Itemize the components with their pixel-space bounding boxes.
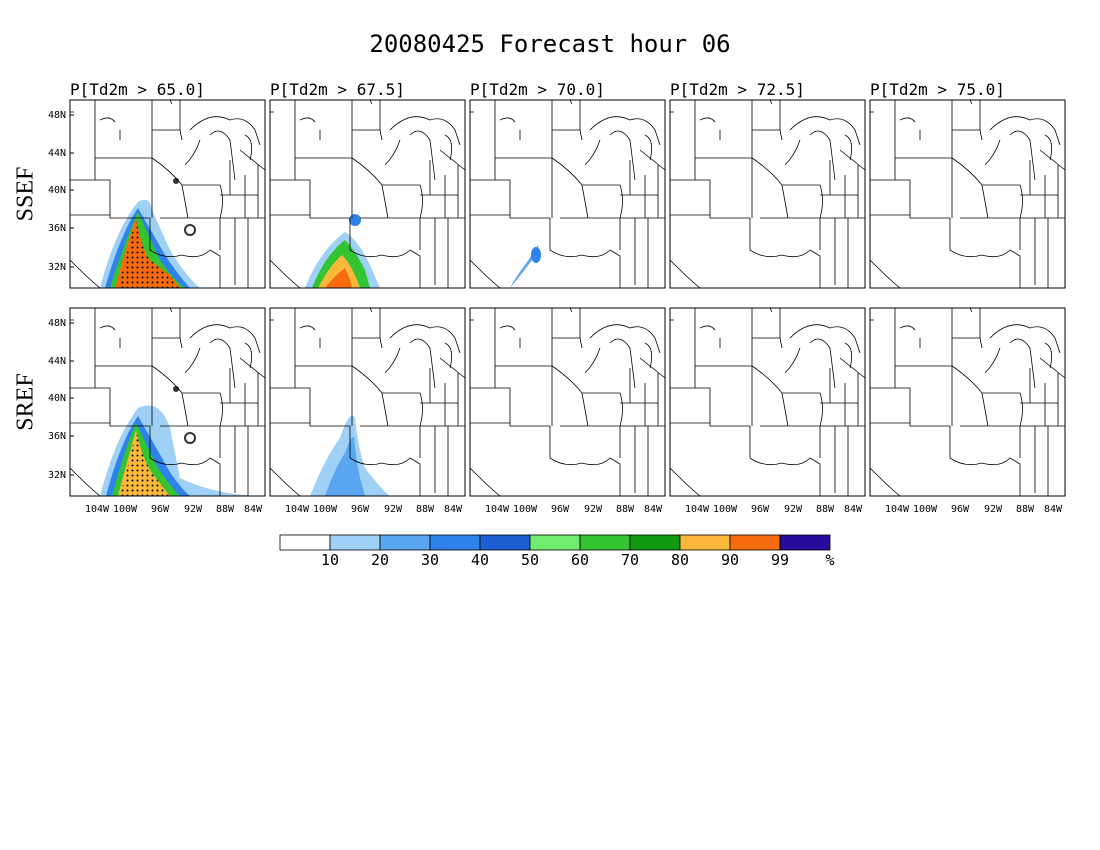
lat-label: 44N	[48, 148, 66, 159]
panel-frame	[269, 307, 466, 497]
map-panel	[270, 308, 465, 496]
colorbar-label: 70	[621, 551, 639, 569]
lon-label: 96W	[551, 504, 570, 515]
colorbar-label: 30	[421, 551, 439, 569]
lon-label: 84W	[244, 504, 263, 515]
lon-label: 100W	[313, 504, 338, 515]
lon-label: 96W	[751, 504, 770, 515]
lon-label: 92W	[184, 504, 203, 515]
lon-label: 88W	[1016, 504, 1035, 515]
lon-label: 96W	[351, 504, 370, 515]
panel-title: P[Td2m > 65.0]	[70, 80, 205, 99]
colorbar-box	[579, 534, 631, 551]
panel-title: P[Td2m > 67.5]	[270, 80, 405, 99]
lon-label: 88W	[816, 504, 835, 515]
colorbar-box	[279, 534, 331, 551]
colorbar-box	[529, 534, 581, 551]
panels	[70, 100, 1065, 496]
lon-label: 84W	[644, 504, 663, 515]
lon-label: 84W	[844, 504, 863, 515]
colorbar-label: 40	[471, 551, 489, 569]
lat-label: 48N	[48, 318, 66, 329]
colorbar-label: 60	[571, 551, 589, 569]
panel-frame	[69, 99, 266, 289]
map-panel	[870, 100, 1065, 288]
colorbar-box	[679, 534, 731, 551]
lon-label: 84W	[444, 504, 463, 515]
map-outlines	[69, 99, 1066, 497]
colorbar-label: 99	[771, 551, 789, 569]
panel-frame	[669, 99, 866, 289]
colorbar-label: 20	[371, 551, 389, 569]
lon-label: 92W	[984, 504, 1003, 515]
colorbar-label: 80	[671, 551, 689, 569]
colorbar-box	[729, 534, 781, 551]
lon-label: 100W	[713, 504, 738, 515]
lon-label: 88W	[616, 504, 635, 515]
lon-label: 104W	[85, 504, 110, 515]
lon-label: 92W	[784, 504, 803, 515]
panel-frame	[269, 99, 466, 289]
panel-frame	[669, 307, 866, 497]
colorbar-unit: %	[825, 551, 834, 569]
lon-label: 96W	[151, 504, 170, 515]
map-panel	[470, 100, 665, 288]
colorbar-box	[779, 534, 831, 551]
lon-label: 92W	[584, 504, 603, 515]
lat-label: 32N	[48, 470, 66, 481]
row-label: SREF	[13, 373, 39, 430]
lon-label: 88W	[416, 504, 435, 515]
lon-label: 104W	[485, 504, 510, 515]
panel-frame	[869, 99, 1066, 289]
map-panel	[270, 100, 465, 288]
lat-label: 36N	[48, 223, 66, 234]
map-panel	[670, 100, 865, 288]
lon-label: 100W	[113, 504, 138, 515]
map-panel	[470, 308, 665, 496]
panel-title: P[Td2m > 75.0]	[870, 80, 1005, 99]
lon-label: 104W	[685, 504, 710, 515]
map-panel	[670, 308, 865, 496]
lon-label: 104W	[285, 504, 310, 515]
colorbar-label: 50	[521, 551, 539, 569]
lat-label: 44N	[48, 356, 66, 367]
colorbar-label: 90	[721, 551, 739, 569]
figure-title: 20080425 Forecast hour 06	[369, 30, 730, 58]
lat-label: 48N	[48, 110, 66, 121]
colorbar-box	[329, 534, 381, 551]
panel-frame	[869, 307, 1066, 497]
map-panel	[870, 308, 1065, 496]
lon-label: 104W	[885, 504, 910, 515]
panel-frame	[69, 307, 266, 497]
lat-label: 32N	[48, 262, 66, 273]
colorbar-box	[479, 534, 531, 551]
row-label: SSEF	[13, 167, 39, 222]
panel-frame	[469, 307, 666, 497]
colorbar-box	[629, 534, 681, 551]
colorbar-box	[429, 534, 481, 551]
lon-label: 96W	[951, 504, 970, 515]
lon-label: 92W	[384, 504, 403, 515]
panel-title: P[Td2m > 70.0]	[470, 80, 605, 99]
panel-frame	[469, 99, 666, 289]
lat-label: 40N	[48, 393, 66, 404]
colorbar-box	[379, 534, 431, 551]
lon-label: 84W	[1044, 504, 1063, 515]
lat-label: 40N	[48, 185, 66, 196]
lon-label: 100W	[513, 504, 538, 515]
lon-label: 100W	[913, 504, 938, 515]
colorbar: 10 20 30 40 50 60 70 80 90 99%	[279, 534, 835, 569]
lat-label: 36N	[48, 431, 66, 442]
colorbar-label: 10	[321, 551, 339, 569]
labels: SSEF 48N 44N 40N 36N 32N P[Td2m > 65.0] P[Td2m …	[13, 80, 1064, 515]
panel-title: P[Td2m > 72.5]	[670, 80, 805, 99]
lon-label: 88W	[216, 504, 235, 515]
